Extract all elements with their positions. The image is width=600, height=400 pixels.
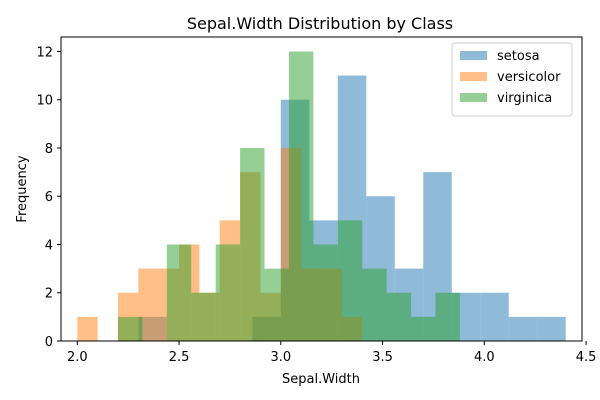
legend-label-setosa: setosa — [497, 49, 540, 64]
x-tick-label: 2.0 — [67, 350, 88, 365]
x-axis: 2.0 2.5 3.0 3.5 4.0 4.5 — [67, 341, 596, 365]
bars-layer — [77, 51, 566, 341]
bar-virginica-9 — [337, 220, 363, 341]
x-tick-label: 4.5 — [576, 350, 597, 365]
x-tick-label: 3.5 — [372, 350, 393, 365]
bar-virginica-10 — [362, 268, 387, 341]
y-tick-label: 8 — [45, 142, 53, 157]
bar-virginica-6 — [264, 268, 289, 341]
y-tick-label: 0 — [45, 335, 53, 350]
bar-virginica-4 — [215, 244, 241, 341]
bar-versicolor-0 — [77, 316, 98, 341]
y-axis-label: Frequency — [15, 155, 30, 222]
series-virginica — [117, 51, 460, 341]
bar-setosa-13 — [508, 316, 538, 341]
bar-virginica-7 — [288, 51, 314, 341]
x-axis-label: Sepal.Width — [282, 372, 360, 387]
legend-swatch-setosa — [460, 51, 487, 60]
y-axis: 0 2 4 6 8 10 12 — [36, 45, 61, 350]
legend-label-virginica: virginica — [497, 91, 552, 106]
legend-swatch-versicolor — [460, 72, 487, 81]
bar-virginica-0 — [117, 316, 143, 341]
bar-virginica-2 — [166, 244, 192, 341]
bar-setosa-14 — [537, 316, 566, 341]
bar-virginica-13 — [435, 292, 460, 341]
bar-setosa-12 — [480, 292, 509, 341]
bar-virginica-5 — [240, 147, 265, 341]
y-tick-label: 6 — [45, 190, 53, 205]
bar-versicolor-3 — [138, 268, 159, 341]
y-tick-label: 4 — [45, 238, 53, 253]
y-tick-label: 10 — [36, 94, 53, 109]
chart-title: Sepal.Width Distribution by Class — [187, 14, 453, 33]
x-tick-label: 4.0 — [474, 350, 495, 365]
y-tick-label: 2 — [45, 287, 53, 302]
legend-swatch-virginica — [460, 93, 487, 102]
bar-virginica-12 — [411, 316, 436, 341]
legend: setosa versicolor virginica — [451, 42, 573, 117]
plot-frame — [60, 36, 583, 342]
y-tick-label: 12 — [36, 45, 53, 60]
x-tick-label: 3.0 — [270, 350, 291, 365]
bar-virginica-8 — [313, 244, 338, 341]
x-tick-label: 2.5 — [169, 350, 190, 365]
legend-label-versicolor: versicolor — [497, 70, 561, 85]
bar-virginica-3 — [191, 292, 216, 341]
bar-virginica-11 — [386, 292, 412, 341]
